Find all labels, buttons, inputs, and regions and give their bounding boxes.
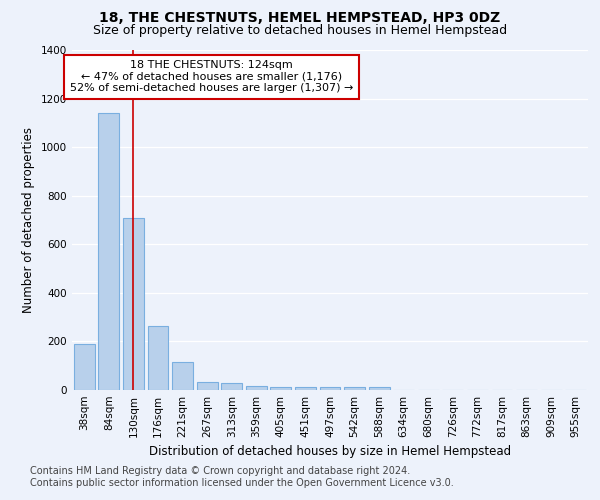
Bar [246,386,267,390]
Bar [123,218,144,390]
X-axis label: Distribution of detached houses by size in Hemel Hempstead: Distribution of detached houses by size … [149,446,511,458]
Text: 18, THE CHESTNUTS, HEMEL HEMPSTEAD, HP3 0DZ: 18, THE CHESTNUTS, HEMEL HEMPSTEAD, HP3 … [100,11,500,25]
Bar [172,362,193,390]
Bar [271,387,292,390]
Text: Size of property relative to detached houses in Hemel Hempstead: Size of property relative to detached ho… [93,24,507,37]
Bar [221,384,242,390]
Bar [98,113,119,390]
Bar [74,344,95,390]
Y-axis label: Number of detached properties: Number of detached properties [22,127,35,313]
Bar [368,387,389,390]
Text: 18 THE CHESTNUTS: 124sqm
← 47% of detached houses are smaller (1,176)
52% of sem: 18 THE CHESTNUTS: 124sqm ← 47% of detach… [70,60,353,94]
Bar [344,387,365,390]
Bar [320,387,340,390]
Bar [197,382,218,390]
Bar [148,326,169,390]
Bar [295,387,316,390]
Text: Contains HM Land Registry data © Crown copyright and database right 2024.
Contai: Contains HM Land Registry data © Crown c… [30,466,454,487]
